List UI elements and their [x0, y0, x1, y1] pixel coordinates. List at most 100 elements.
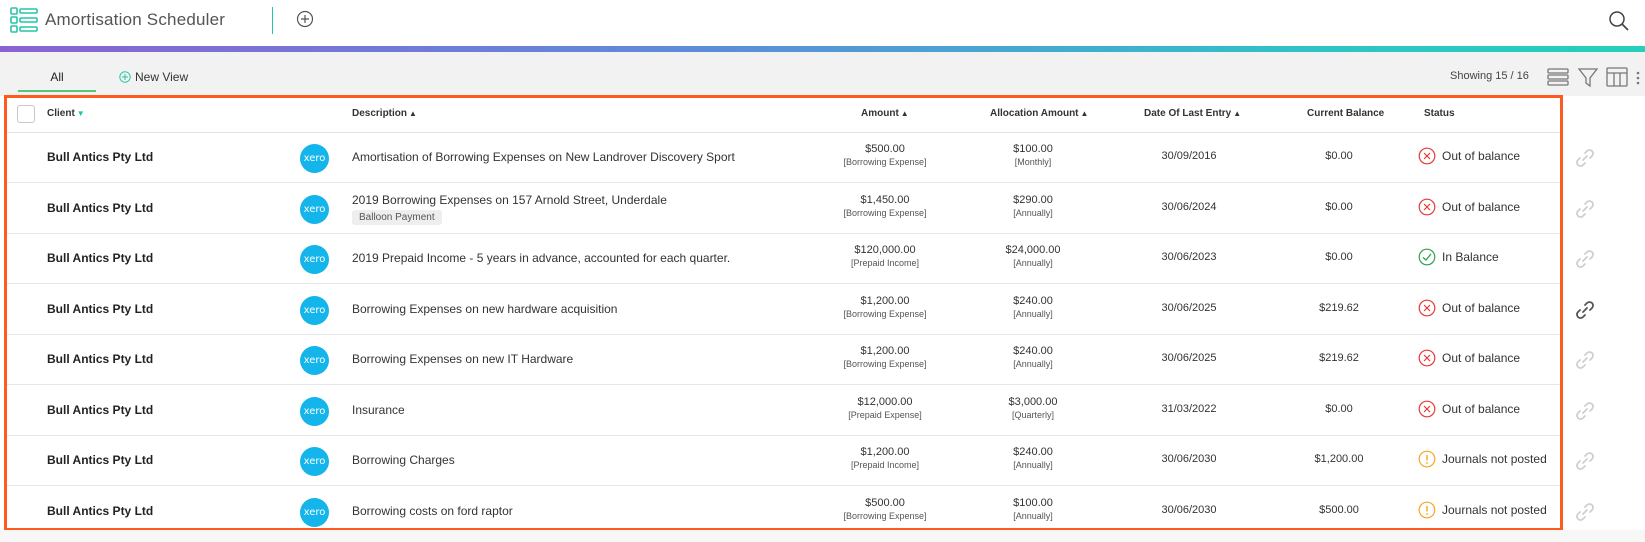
- column-header-date[interactable]: Date Of Last Entry ▲: [1144, 108, 1241, 119]
- tab-all[interactable]: All: [18, 70, 96, 92]
- link-icon[interactable]: [1574, 501, 1596, 523]
- xero-logo: xero: [300, 295, 329, 325]
- status-badge: Journals not posted: [1418, 501, 1547, 519]
- add-circle-icon[interactable]: [296, 10, 314, 28]
- density-icon[interactable]: [1547, 66, 1569, 88]
- new-view-button[interactable]: New View: [119, 70, 188, 84]
- filter-icon[interactable]: [1577, 66, 1599, 88]
- view-toolbar: All New View Showing 15 / 16: [0, 52, 1645, 96]
- table-row[interactable]: Bull Antics Pty Ltd xero Amortisation of B…: [4, 133, 1594, 183]
- description-text[interactable]: Borrowing Expenses on new IT Hardware: [352, 352, 574, 366]
- allocation-value: $100.00: [1013, 143, 1053, 155]
- select-all-checkbox[interactable]: [17, 105, 35, 123]
- client-name[interactable]: Bull Antics Pty Ltd: [47, 453, 154, 467]
- client-name[interactable]: Bull Antics Pty Ltd: [47, 352, 154, 366]
- client-name[interactable]: Bull Antics Pty Ltd: [47, 402, 154, 417]
- description-text[interactable]: Amortisation of Borrowing Expenses on Ne…: [352, 150, 735, 164]
- client-name[interactable]: Bull Antics Pty Ltd: [47, 251, 154, 265]
- last-entry-date: 30/06/2023: [1161, 251, 1217, 263]
- xero-logo: xero: [300, 447, 329, 476]
- column-header-amount[interactable]: Amount ▲: [861, 108, 909, 119]
- amount-value: $1,450.00: [860, 193, 910, 206]
- status-text: In Balance: [1442, 250, 1499, 264]
- allocation-frequency: [Annually]: [1013, 510, 1053, 521]
- link-icon[interactable]: [1574, 400, 1596, 422]
- list-grid-icon[interactable]: [10, 7, 38, 33]
- client-name[interactable]: Bull Antics Pty Ltd: [47, 301, 154, 316]
- error-circle-icon: [1418, 299, 1436, 316]
- allocation-cell: $100.00 [Annually]: [978, 497, 1088, 521]
- current-balance: $219.62: [1319, 301, 1359, 314]
- description-text[interactable]: 2019 Prepaid Income - 5 years in advance…: [352, 251, 731, 265]
- allocation-frequency: [Annually]: [1013, 207, 1053, 218]
- current-balance: $1,200.00: [1314, 453, 1364, 465]
- table-row[interactable]: Bull Antics Pty Ltd xero 2019 Prepaid Inco…: [4, 234, 1594, 284]
- description-text[interactable]: Borrowing Expenses on new hardware acqui…: [352, 301, 618, 316]
- status-text: Journals not posted: [1442, 502, 1547, 517]
- amount-cell: $1,200.00 [Borrowing Expense]: [830, 345, 940, 369]
- current-balance: $0.00: [1325, 150, 1353, 162]
- sort-desc-icon: ▼: [76, 109, 85, 118]
- column-header-label: Current Balance: [1307, 108, 1385, 119]
- column-header-status[interactable]: Status: [1424, 108, 1455, 119]
- client-name[interactable]: Bull Antics Pty Ltd: [47, 200, 154, 215]
- status-badge: In Balance: [1418, 248, 1499, 266]
- last-entry-date: 30/06/2030: [1161, 503, 1217, 516]
- column-header-allocation[interactable]: Allocation Amount ▲: [990, 108, 1088, 119]
- last-entry-date: 30/06/2024: [1161, 200, 1217, 213]
- link-icon[interactable]: [1574, 248, 1596, 270]
- current-balance: $219.62: [1319, 352, 1359, 364]
- xero-logo: xero: [300, 245, 329, 274]
- link-icon[interactable]: [1574, 198, 1596, 220]
- amount-cell: $12,000.00 [Prepaid Expense]: [830, 396, 940, 420]
- allocation-frequency: [Quarterly]: [1011, 409, 1054, 420]
- sort-asc-icon: ▲: [1080, 109, 1089, 118]
- app-header: Amortisation Scheduler: [0, 0, 1645, 46]
- client-name[interactable]: Bull Antics Pty Ltd: [47, 150, 154, 164]
- link-icon[interactable]: [1574, 147, 1596, 169]
- client-name[interactable]: Bull Antics Pty Ltd: [47, 503, 154, 518]
- search-icon[interactable]: [1608, 10, 1630, 32]
- table-row[interactable]: Bull Antics Pty Ltd xero Borrowing costs o…: [4, 487, 1594, 537]
- columns-icon[interactable]: [1606, 66, 1628, 88]
- column-header-client[interactable]: Client ▼: [47, 108, 85, 119]
- table-row[interactable]: Bull Antics Pty Ltd xero Borrowing Charges…: [4, 436, 1594, 486]
- amount-value: $1,200.00: [860, 345, 910, 357]
- amount-cell: $1,200.00 [Borrowing Expense]: [830, 295, 940, 319]
- allocation-frequency: [Annually]: [1013, 308, 1053, 319]
- allocation-value: $240.00: [1013, 446, 1053, 458]
- link-icon[interactable]: [1574, 450, 1596, 472]
- table-row[interactable]: Bull Antics Pty Ltd xero Borrowing Expense…: [4, 335, 1594, 385]
- current-balance: $0.00: [1325, 251, 1353, 263]
- xero-logo: xero: [300, 346, 329, 375]
- description-text[interactable]: Borrowing Charges: [352, 453, 455, 467]
- more-icon[interactable]: [1634, 66, 1642, 88]
- xero-logo: xero: [300, 396, 329, 426]
- amount-type: [Prepaid Income]: [850, 258, 920, 268]
- table-row[interactable]: Bull Antics Pty Ltd xero Borrowing Expense…: [4, 285, 1594, 335]
- table-row[interactable]: Bull Antics Pty Ltd xero Insurance $12,000.…: [4, 386, 1594, 436]
- info-circle-icon: [1418, 450, 1436, 468]
- amount-value: $12,000.00: [857, 395, 913, 408]
- allocation-cell: $290.00 [Annually]: [978, 194, 1088, 218]
- description-text[interactable]: Borrowing costs on ford raptor: [352, 503, 513, 518]
- link-icon[interactable]: [1574, 299, 1596, 321]
- table-row[interactable]: Bull Antics Pty Ltd xero 2019 Borrowing Ex…: [4, 184, 1594, 234]
- allocation-value: $100.00: [1013, 496, 1053, 509]
- sort-asc-icon: ▲: [1233, 109, 1242, 118]
- allocation-value: $240.00: [1013, 345, 1053, 357]
- description-text[interactable]: Insurance: [352, 402, 405, 417]
- amount-cell: $1,450.00 [Borrowing Expense]: [830, 194, 940, 218]
- status-badge: Out of balance: [1418, 349, 1520, 367]
- amount-type: [Borrowing Expense]: [843, 207, 927, 218]
- column-header-balance[interactable]: Current Balance: [1307, 108, 1384, 119]
- error-circle-icon: [1418, 400, 1436, 417]
- column-header-description[interactable]: Description ▲: [352, 108, 417, 119]
- allocation-value: $290.00: [1013, 193, 1053, 206]
- description-text[interactable]: 2019 Borrowing Expenses on 157 Arnold St…: [352, 192, 667, 207]
- link-icon[interactable]: [1574, 349, 1596, 371]
- error-circle-icon: [1418, 198, 1436, 215]
- amount-type: [Prepaid Expense]: [848, 409, 922, 420]
- new-view-label: New View: [135, 70, 189, 84]
- last-entry-date: 30/09/2016: [1161, 150, 1217, 162]
